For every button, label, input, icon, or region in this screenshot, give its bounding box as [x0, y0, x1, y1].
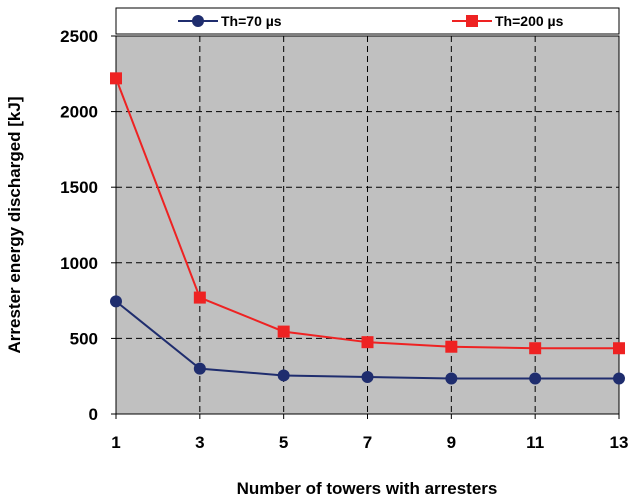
data-point-square	[277, 325, 290, 338]
data-point-square	[361, 336, 374, 349]
y-tick-label: 2000	[60, 103, 98, 122]
x-tick-label: 5	[279, 433, 288, 452]
x-tick-label: 1	[111, 433, 120, 452]
legend-marker-square	[466, 15, 478, 27]
y-tick-label: 1500	[60, 178, 98, 197]
x-tick-label: 9	[447, 433, 456, 452]
legend-label: Th=200 µs	[495, 13, 564, 29]
legend: Th=70 µs Th=200 µs	[178, 13, 564, 29]
data-point-circle	[110, 295, 122, 308]
data-point-square	[193, 291, 206, 304]
data-point-circle	[193, 362, 206, 375]
data-point-square	[529, 342, 542, 355]
data-point-square	[110, 72, 122, 85]
legend-marker-circle	[192, 15, 204, 27]
x-tick-label: 7	[363, 433, 372, 452]
x-tick-label: 3	[195, 433, 204, 452]
y-axis-label: Arrester energy discharged [kJ]	[5, 97, 24, 354]
data-point-circle	[613, 372, 625, 385]
data-point-square	[445, 340, 458, 353]
legend-label: Th=70 µs	[221, 13, 282, 29]
y-tick-label: 2500	[60, 27, 98, 46]
x-axis-label: Number of towers with arresters	[237, 479, 498, 498]
x-tick-label: 11	[526, 433, 544, 452]
data-point-square	[613, 342, 625, 355]
grid-lines	[116, 36, 619, 414]
legend-entry-2: Th=200 µs	[452, 13, 564, 29]
y-tick-label: 1000	[60, 254, 98, 273]
data-point-circle	[361, 370, 374, 383]
data-point-circle	[529, 372, 542, 385]
series-2	[110, 72, 625, 355]
data-point-circle	[445, 372, 458, 385]
series-layer	[110, 72, 625, 385]
y-tick-label: 0	[89, 405, 98, 424]
y-tick-label: 500	[70, 329, 98, 348]
series-1	[110, 295, 625, 385]
data-point-circle	[277, 369, 290, 382]
x-tick-label: 13	[610, 433, 629, 452]
legend-entry-1: Th=70 µs	[178, 13, 282, 29]
